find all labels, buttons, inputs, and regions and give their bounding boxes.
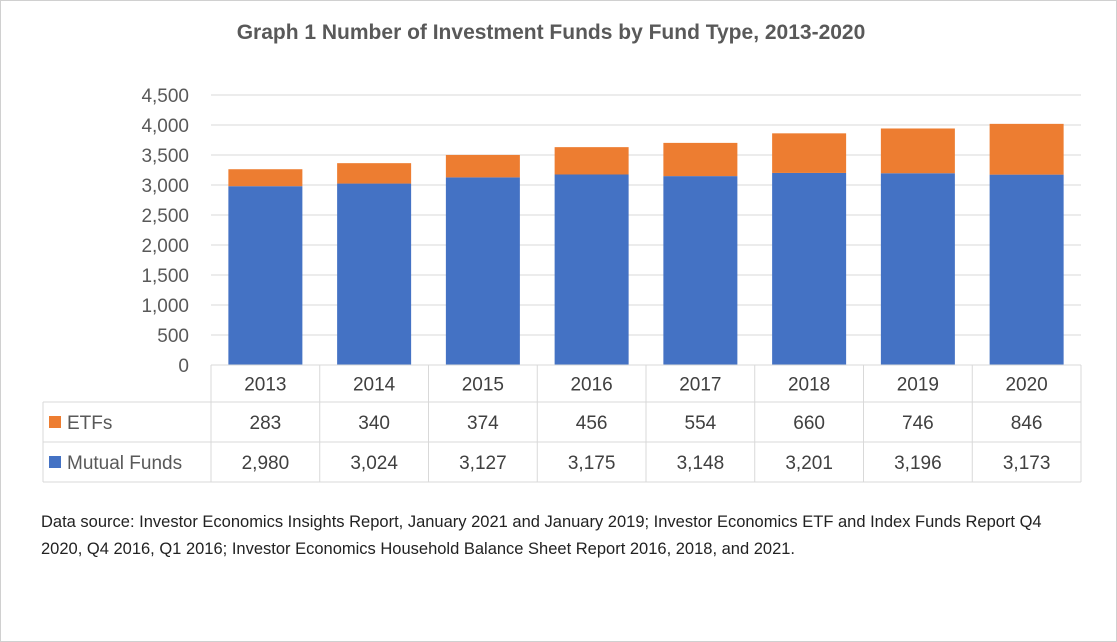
bar-mutual-funds <box>663 176 738 365</box>
bar-etfs <box>228 169 303 187</box>
x-tick-label: 2015 <box>462 375 504 396</box>
bar-mutual-funds <box>880 173 955 365</box>
data-table-value: 3,175 <box>568 453 616 474</box>
data-table-value: 3,196 <box>894 453 942 474</box>
legend-swatch <box>49 416 61 428</box>
y-tick-label: 3,000 <box>141 176 189 197</box>
bar-mutual-funds <box>554 174 629 365</box>
y-tick-label: 500 <box>157 326 189 347</box>
y-tick-label: 1,000 <box>141 296 189 317</box>
bar-mutual-funds <box>337 183 412 365</box>
data-table-value: 3,201 <box>785 453 833 474</box>
legend-label: ETFs <box>67 413 112 434</box>
data-table-value: 3,148 <box>677 453 725 474</box>
x-tick-label: 2014 <box>353 375 396 396</box>
data-table-value: 746 <box>902 413 934 434</box>
chart-title: Graph 1 Number of Investment Funds by Fu… <box>236 21 866 44</box>
y-tick-label: 2,500 <box>141 206 189 227</box>
x-tick-label: 2018 <box>788 375 830 396</box>
bar-mutual-funds <box>228 186 303 365</box>
data-table-value: 3,173 <box>1003 453 1051 474</box>
bar-mutual-funds <box>989 174 1064 365</box>
data-source-note: Data source: Investor Economics Insights… <box>41 513 1042 558</box>
bar-etfs <box>772 133 847 173</box>
legend-label: Mutual Funds <box>67 453 182 474</box>
bar-etfs <box>989 123 1064 175</box>
data-table-value: 456 <box>576 413 608 434</box>
y-tick-label: 3,500 <box>141 146 189 167</box>
bar-etfs <box>554 147 629 175</box>
data-table-value: 3,127 <box>459 453 507 474</box>
legend-swatch <box>49 456 61 468</box>
bar-etfs <box>880 128 955 174</box>
y-tick-label: 4,000 <box>141 116 189 137</box>
data-table-value: 660 <box>793 413 825 434</box>
x-tick-label: 2020 <box>1005 375 1047 396</box>
data-table-value: 2,980 <box>242 453 290 474</box>
data-table-value: 340 <box>358 413 390 434</box>
data-table-value: 3,024 <box>350 453 398 474</box>
x-tick-label: 2013 <box>244 375 286 396</box>
y-tick-label: 4,500 <box>141 86 189 107</box>
bar-etfs <box>445 154 520 178</box>
x-tick-label: 2019 <box>897 375 939 396</box>
bar-etfs <box>337 163 412 184</box>
data-table-value: 283 <box>250 413 282 434</box>
y-tick-label: 2,000 <box>141 236 189 257</box>
data-table-value: 554 <box>685 413 717 434</box>
x-tick-label: 2016 <box>570 375 612 396</box>
bar-mutual-funds <box>772 172 847 365</box>
y-tick-label: 0 <box>178 356 189 377</box>
x-tick-label: 2017 <box>679 375 721 396</box>
data-table-value: 374 <box>467 413 499 434</box>
chart-plot: 0 500 1,000 1,500 2,000 2,500 3,000 3,500 4,000 4… <box>42 86 1082 483</box>
bar-mutual-funds <box>445 177 520 365</box>
y-tick-label: 1,500 <box>141 266 189 287</box>
bar-etfs <box>663 142 738 177</box>
data-table-value: 846 <box>1011 413 1043 434</box>
